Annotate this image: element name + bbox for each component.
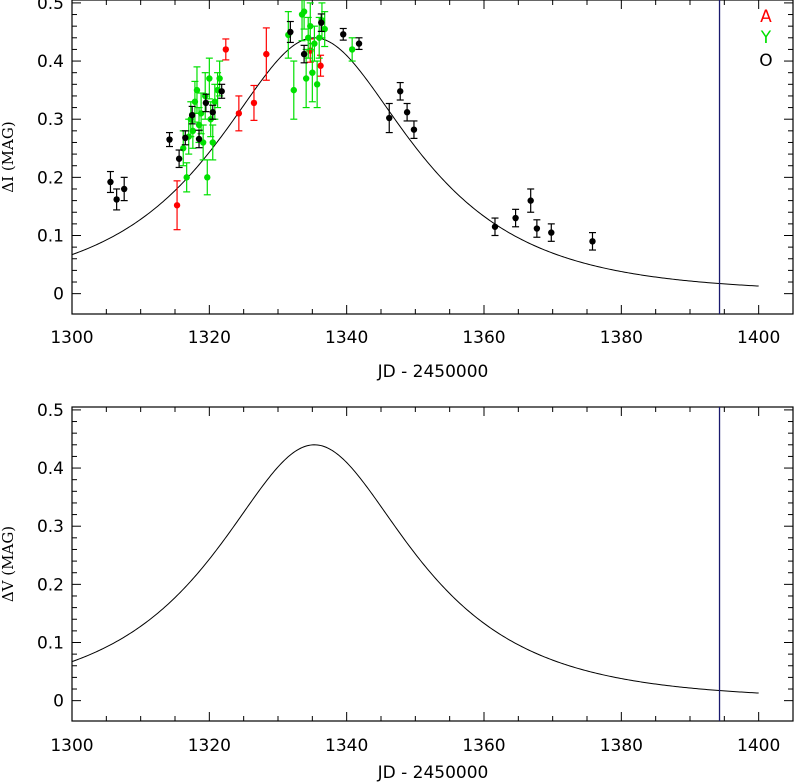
data-point-y xyxy=(206,75,213,82)
data-point-o xyxy=(287,28,294,36)
x-tick-label: 1380 xyxy=(600,328,643,348)
data-point-o xyxy=(175,155,183,162)
bottom-plot-frame xyxy=(71,406,794,722)
data-point-y xyxy=(311,40,318,47)
data-point-a xyxy=(250,99,258,107)
data-point-o xyxy=(527,197,534,204)
data-point-y xyxy=(211,98,219,105)
y-tick-label: 0.1 xyxy=(37,634,64,654)
y-tick-label: 0.5 xyxy=(37,0,64,14)
top-x-axis-label: JD - 2450000 xyxy=(377,362,489,382)
x-tick-label: 1320 xyxy=(188,736,231,756)
data-point-y xyxy=(313,81,321,88)
data-point-y xyxy=(183,174,190,181)
y-tick-label: 0.3 xyxy=(37,110,64,130)
x-tick-label: 1340 xyxy=(325,736,368,756)
data-point-o xyxy=(107,178,114,186)
data-point-a xyxy=(263,50,270,58)
top-legend: A Y O xyxy=(759,7,772,71)
top-y-axis-label: ΔI (MAG) xyxy=(0,121,17,192)
x-tick-label: 1400 xyxy=(737,736,780,756)
data-point-o xyxy=(386,114,393,122)
data-point-o xyxy=(533,225,541,232)
y-tick-label: 0 xyxy=(53,285,64,305)
data-point-o xyxy=(209,109,216,116)
data-point-o xyxy=(300,50,308,58)
top-model-curve xyxy=(71,37,759,287)
y-tick-label: 0.4 xyxy=(37,459,64,479)
data-point-y xyxy=(348,46,356,53)
data-point-o xyxy=(589,238,596,245)
data-point-o xyxy=(512,214,519,222)
data-point-o xyxy=(397,88,404,95)
data-point-y xyxy=(307,22,314,30)
top-plot-frame xyxy=(71,0,794,315)
data-point-y xyxy=(302,75,310,82)
data-point-o xyxy=(166,136,173,143)
y-tick-label: 0.2 xyxy=(37,575,64,595)
data-point-o xyxy=(410,126,418,133)
data-point-o xyxy=(188,111,196,119)
data-point-y xyxy=(300,8,308,15)
data-point-y xyxy=(216,75,223,82)
y-tick-label: 0.5 xyxy=(37,401,64,421)
x-tick-label: 1300 xyxy=(50,736,93,756)
bottom-x-axis-label: JD - 2450000 xyxy=(377,763,489,782)
data-point-o xyxy=(355,40,363,47)
y-tick-label: 0.1 xyxy=(37,227,64,247)
data-point-o xyxy=(491,223,499,230)
data-point-o xyxy=(340,31,347,38)
top-panel: 1300 1320 1340 1360 1380 1400 0 0.1 0.2 0.3 0.4 0.5… xyxy=(0,0,794,382)
legend-label-o: O xyxy=(759,51,772,71)
x-tick-label: 1380 xyxy=(600,736,643,756)
bottom-model-curve xyxy=(71,444,759,694)
bottom-panel: 1300 1320 1340 1360 1380 1400 0 0.1 0.2 0.3 0.4 0.5… xyxy=(0,401,794,782)
data-point-y xyxy=(204,174,211,181)
x-tick-label: 1300 xyxy=(50,328,93,348)
data-point-a xyxy=(222,46,230,53)
data-point-y xyxy=(209,139,216,146)
model-curve-line xyxy=(71,37,759,287)
model-curve-line xyxy=(71,444,759,694)
data-point-y xyxy=(193,86,201,94)
legend-label-a: A xyxy=(760,7,772,27)
data-point-y xyxy=(290,86,297,94)
x-tick-label: 1360 xyxy=(462,328,505,348)
y-tick-label: 0 xyxy=(53,692,64,712)
bottom-ticks: 1300 1320 1340 1360 1380 1400 0 0.1 0.2 0.3 0.4 0.5 xyxy=(37,401,794,756)
data-point-o xyxy=(195,135,203,143)
y-tick-label: 0.3 xyxy=(37,517,64,537)
data-point-o xyxy=(403,109,411,116)
data-point-o xyxy=(202,99,210,107)
data-point-y xyxy=(309,69,316,76)
data-point-y xyxy=(189,127,197,135)
data-point-o xyxy=(182,134,189,142)
data-point-o xyxy=(120,185,128,193)
y-tick-label: 0.2 xyxy=(37,168,64,188)
data-point-a xyxy=(235,110,243,117)
top-ticks: 1300 1320 1340 1360 1380 1400 0 0.1 0.2 0.3 0.4 0.5 xyxy=(37,0,794,348)
data-point-a xyxy=(317,62,324,69)
x-tick-label: 1400 xyxy=(737,328,780,348)
data-point-a xyxy=(173,202,181,209)
data-point-o xyxy=(113,196,120,203)
data-point-y xyxy=(321,25,328,33)
top-data-points xyxy=(106,0,596,251)
x-tick-label: 1360 xyxy=(462,736,505,756)
legend-label-y: Y xyxy=(760,28,772,48)
x-tick-label: 1320 xyxy=(188,328,231,348)
data-point-o xyxy=(318,19,325,26)
data-point-o xyxy=(218,88,225,95)
bottom-y-axis-label: ΔV (MAG) xyxy=(0,526,17,602)
y-tick-label: 0.4 xyxy=(37,52,64,72)
data-point-o xyxy=(548,229,555,236)
x-tick-label: 1340 xyxy=(325,328,368,348)
